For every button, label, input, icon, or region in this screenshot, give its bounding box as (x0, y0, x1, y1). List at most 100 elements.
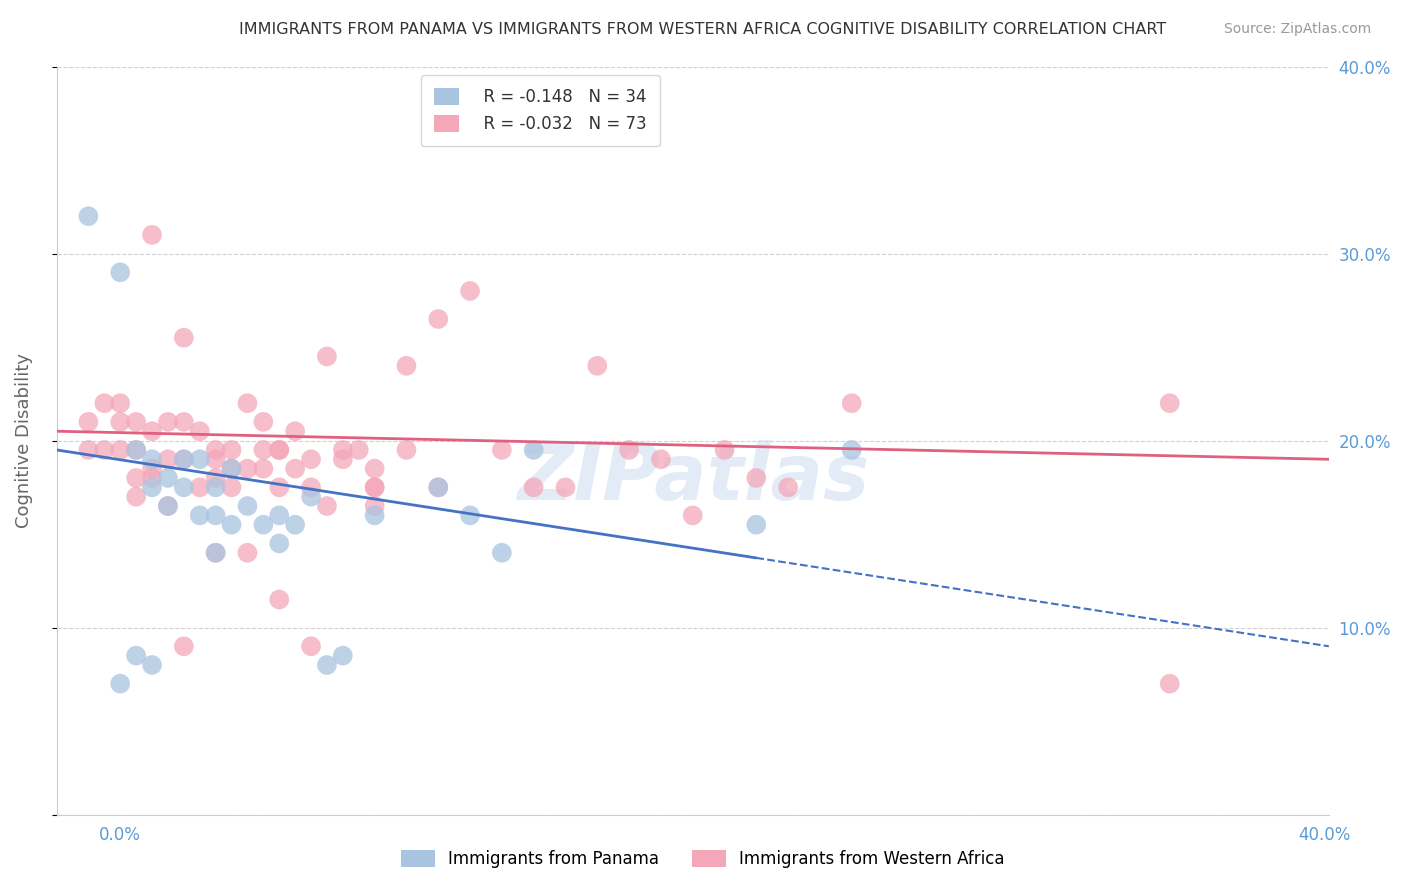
Point (188, 424, 211, 438)
Point (523, 442, 546, 457)
Point (363, 508, 385, 523)
Point (363, 480, 385, 494)
Point (221, 517, 243, 532)
Point (284, 461, 307, 475)
Text: ZIPatlas: ZIPatlas (516, 440, 869, 516)
Point (188, 452, 211, 467)
Point (252, 415, 274, 429)
Point (316, 657, 339, 672)
Point (617, 442, 640, 457)
Point (141, 471, 163, 485)
Point (221, 442, 243, 457)
Point (141, 657, 163, 672)
Point (236, 396, 259, 410)
Legend: Immigrants from Panama, Immigrants from Western Africa: Immigrants from Panama, Immigrants from … (395, 843, 1011, 875)
Point (173, 640, 195, 654)
Point (650, 452, 672, 467)
Point (141, 452, 163, 467)
Point (332, 648, 354, 663)
Point (347, 442, 370, 457)
Point (427, 480, 450, 494)
Point (77, 209, 100, 223)
Point (141, 424, 163, 438)
Point (125, 490, 148, 504)
Point (125, 442, 148, 457)
Point (299, 640, 322, 654)
Point (316, 499, 339, 513)
Point (363, 480, 385, 494)
Point (156, 499, 179, 513)
Point (110, 676, 132, 690)
Point (1159, 396, 1181, 410)
Point (269, 536, 291, 550)
Point (156, 452, 179, 467)
Point (554, 480, 576, 494)
Point (141, 480, 163, 494)
Point (125, 471, 148, 485)
Point (156, 415, 179, 429)
Point (77, 442, 100, 457)
Point (110, 442, 132, 457)
Point (204, 471, 226, 485)
Point (221, 461, 243, 475)
Point (221, 480, 243, 494)
Point (236, 461, 259, 475)
Point (284, 424, 307, 438)
Point (1159, 676, 1181, 690)
Point (93, 396, 115, 410)
Point (316, 350, 339, 364)
Point (299, 452, 322, 467)
Point (252, 442, 274, 457)
Point (173, 452, 195, 467)
Text: IMMIGRANTS FROM PANAMA VS IMMIGRANTS FROM WESTERN AFRICA COGNITIVE DISABILITY CO: IMMIGRANTS FROM PANAMA VS IMMIGRANTS FRO… (239, 22, 1167, 37)
Point (841, 442, 863, 457)
Point (586, 359, 609, 373)
Point (252, 517, 274, 532)
Y-axis label: Cognitive Disability: Cognitive Disability (15, 353, 32, 528)
Point (125, 442, 148, 457)
Point (363, 461, 385, 475)
Point (269, 508, 291, 523)
Point (395, 359, 418, 373)
Point (188, 480, 211, 494)
Point (778, 480, 800, 494)
Point (269, 442, 291, 457)
Point (141, 461, 163, 475)
Point (156, 499, 179, 513)
Point (77, 415, 100, 429)
Point (299, 490, 322, 504)
Point (204, 480, 226, 494)
Point (141, 227, 163, 242)
Point (269, 480, 291, 494)
Point (745, 471, 768, 485)
Point (332, 442, 354, 457)
Point (269, 592, 291, 607)
Point (204, 546, 226, 560)
Point (110, 415, 132, 429)
Point (299, 480, 322, 494)
Point (427, 480, 450, 494)
Point (269, 442, 291, 457)
Point (93, 442, 115, 457)
Point (125, 648, 148, 663)
Point (523, 480, 546, 494)
Point (284, 517, 307, 532)
Point (841, 396, 863, 410)
Point (236, 546, 259, 560)
Point (427, 312, 450, 326)
Text: 0.0%: 0.0% (98, 826, 141, 844)
Point (125, 415, 148, 429)
Point (204, 442, 226, 457)
Point (332, 452, 354, 467)
Point (204, 546, 226, 560)
Point (204, 452, 226, 467)
Point (458, 284, 481, 298)
Point (173, 452, 195, 467)
Point (110, 396, 132, 410)
Point (458, 508, 481, 523)
Point (188, 508, 211, 523)
Text: 40.0%: 40.0% (1298, 826, 1351, 844)
Point (156, 471, 179, 485)
Point (491, 442, 513, 457)
Point (491, 546, 513, 560)
